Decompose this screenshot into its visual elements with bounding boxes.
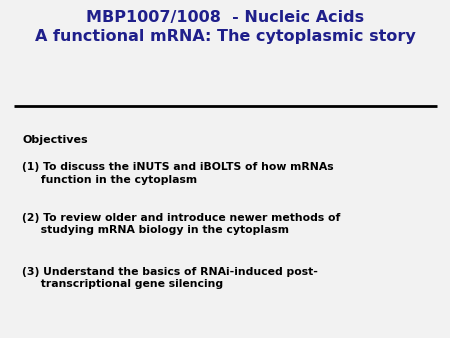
Text: (2) To review older and introduce newer methods of
     studying mRNA biology in: (2) To review older and introduce newer … — [22, 213, 341, 235]
Text: MBP1007/1008  - Nucleic Acids
A functional mRNA: The cytoplasmic story: MBP1007/1008 - Nucleic Acids A functiona… — [35, 10, 415, 44]
Text: Objectives: Objectives — [22, 135, 88, 145]
Text: (3) Understand the basics of RNAi-induced post-
     transcriptional gene silenc: (3) Understand the basics of RNAi-induce… — [22, 267, 319, 289]
Text: (1) To discuss the iNUTS and iBOLTS of how mRNAs
     function in the cytoplasm: (1) To discuss the iNUTS and iBOLTS of h… — [22, 162, 334, 185]
